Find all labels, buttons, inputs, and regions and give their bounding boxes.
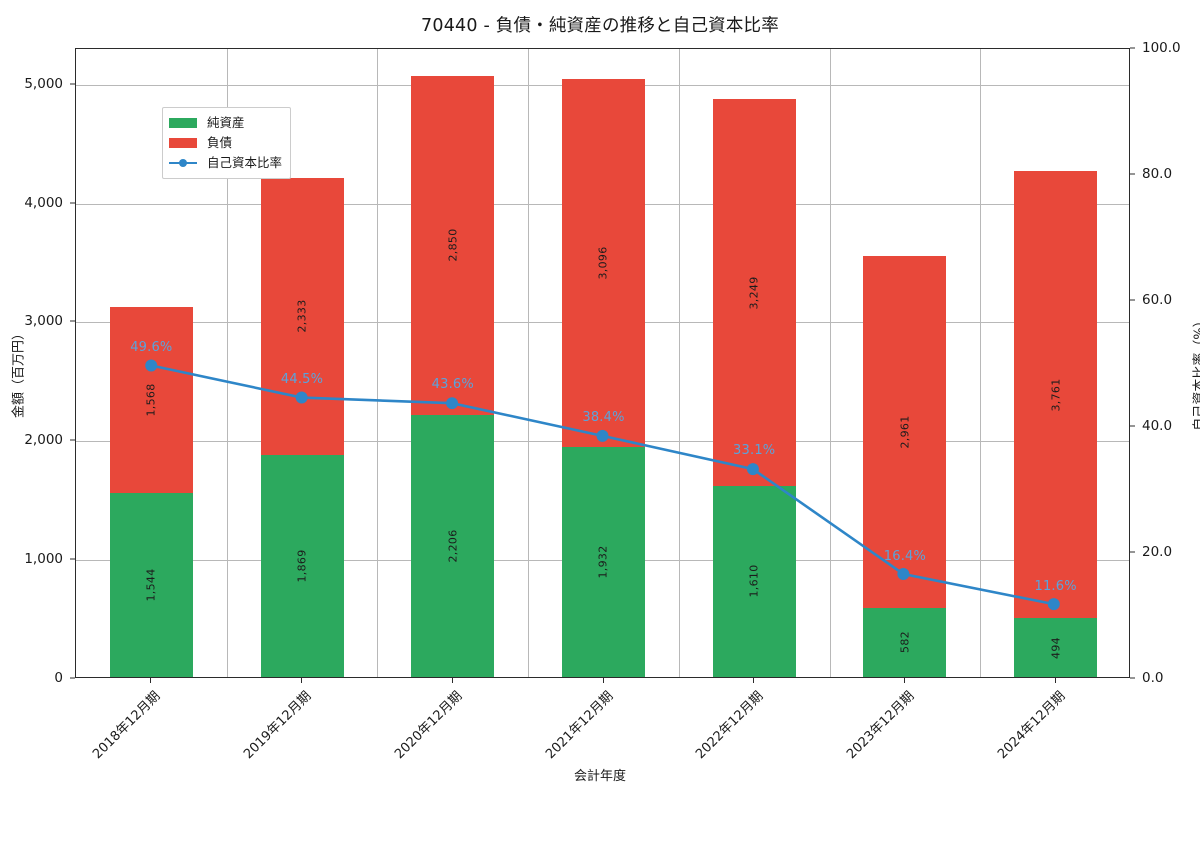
y-axis-right-tick-mark xyxy=(1130,174,1135,175)
y-axis-left-tick-mark xyxy=(70,440,75,441)
bar-group[interactable]: 1,610 3,249 xyxy=(713,47,796,677)
plot-area: 1,544 1,568 1,869 2,333 2,206 2,850 1,932 3,096… xyxy=(75,48,1130,678)
y-axis-left-tick-mark xyxy=(70,202,75,203)
ratio-value-label: 38.4% xyxy=(582,410,624,425)
ratio-value-label: 33.1% xyxy=(733,443,775,458)
bar-segment-liabilities[interactable]: 3,096 xyxy=(562,79,645,447)
gridline-vertical xyxy=(377,49,378,677)
y-axis-left-tick-mark xyxy=(70,321,75,322)
x-axis-tick-mark xyxy=(1055,678,1056,683)
chart-legend: 純資産 負債 自己資本比率 xyxy=(162,107,291,179)
x-axis-tick-mark xyxy=(904,678,905,683)
y-axis-right-tick-label: 0.0 xyxy=(1142,670,1163,686)
chart-figure: 70440 - 負債・純資産の推移と自己資本比率 金額（百万円） 自己資本比率（… xyxy=(0,0,1200,800)
bar-value-label-equity: 494 xyxy=(1049,637,1062,659)
legend-label-equity-ratio: 自己資本比率 xyxy=(207,157,282,170)
ratio-value-label: 43.6% xyxy=(432,377,474,392)
bar-value-label-liabilities: 1,568 xyxy=(145,384,158,417)
legend-label-liabilities: 負債 xyxy=(207,137,232,150)
bar-segment-liabilities[interactable]: 3,761 xyxy=(1014,171,1097,618)
bar-value-label-liabilities: 2,333 xyxy=(296,300,309,333)
y-axis-right-tick-label: 80.0 xyxy=(1142,166,1172,182)
y-axis-right-tick-label: 20.0 xyxy=(1142,544,1172,560)
x-axis-tick-label: 2022年12月期 xyxy=(612,686,767,841)
x-axis-tick-mark xyxy=(150,678,151,683)
x-axis-tick-label: 2024年12月期 xyxy=(913,686,1068,841)
y-axis-left-tick-mark xyxy=(70,678,75,679)
legend-line-marker-icon xyxy=(169,157,197,169)
legend-item-equity: 純資産 xyxy=(169,113,282,133)
y-axis-left-tick-mark xyxy=(70,559,75,560)
bar-value-label-liabilities: 3,249 xyxy=(748,276,761,309)
legend-swatch-liabilities-icon xyxy=(169,138,197,148)
x-axis-tick-label: 2020年12月期 xyxy=(310,686,465,841)
y-axis-left-tick-label: 0 xyxy=(54,670,63,686)
bar-value-label-liabilities: 2,961 xyxy=(898,415,911,448)
bar-value-label-equity: 1,932 xyxy=(597,546,610,579)
legend-swatch-equity-icon xyxy=(169,118,197,128)
chart-title: 70440 - 負債・純資産の推移と自己資本比率 xyxy=(0,12,1200,37)
bar-segment-equity[interactable]: 1,932 xyxy=(562,447,645,677)
ratio-value-label: 16.4% xyxy=(884,549,926,564)
x-axis-tick-mark xyxy=(452,678,453,683)
y-axis-left-tick-label: 1,000 xyxy=(24,551,63,567)
bar-segment-liabilities[interactable]: 3,249 xyxy=(713,99,796,485)
y-axis-left-tick-mark xyxy=(70,83,75,84)
x-axis-tick-mark xyxy=(753,678,754,683)
y-axis-right-tick-mark xyxy=(1130,678,1135,679)
y-axis-right-tick-mark xyxy=(1130,552,1135,553)
y-axis-right-tick-label: 100.0 xyxy=(1142,40,1181,56)
legend-item-liabilities: 負債 xyxy=(169,133,282,153)
bar-value-label-equity: 2,206 xyxy=(446,529,459,562)
bar-value-label-equity: 1,869 xyxy=(296,549,309,582)
x-axis-tick-label: 2019年12月期 xyxy=(160,686,315,841)
gridline-vertical xyxy=(830,49,831,677)
bar-segment-equity[interactable]: 494 xyxy=(1014,618,1097,677)
x-axis-tick-label: 2021年12月期 xyxy=(461,686,616,841)
y-axis-label-right: 自己資本比率（%） xyxy=(1189,293,1200,453)
legend-label-equity: 純資産 xyxy=(207,117,245,130)
bar-value-label-equity: 582 xyxy=(898,631,911,653)
bar-value-label-liabilities: 2,850 xyxy=(446,229,459,262)
bar-value-label-liabilities: 3,096 xyxy=(597,247,610,280)
y-axis-right-tick-mark xyxy=(1130,48,1135,49)
bar-group[interactable]: 2,206 2,850 xyxy=(411,47,494,677)
x-axis-tick-mark xyxy=(603,678,604,683)
gridline-vertical xyxy=(980,49,981,677)
bar-value-label-equity: 1,610 xyxy=(748,565,761,598)
y-axis-right-tick-label: 40.0 xyxy=(1142,418,1172,434)
bar-segment-liabilities[interactable]: 2,850 xyxy=(411,76,494,415)
bar-group[interactable]: 582 2,961 xyxy=(863,47,946,677)
y-axis-right-tick-mark xyxy=(1130,426,1135,427)
y-axis-right-tick-label: 60.0 xyxy=(1142,292,1172,308)
x-axis-tick-label: 2023年12月期 xyxy=(763,686,918,841)
bar-segment-equity[interactable]: 1,610 xyxy=(713,486,796,677)
bar-group[interactable]: 1,932 3,096 xyxy=(562,47,645,677)
bar-value-label-equity: 1,544 xyxy=(145,569,158,602)
ratio-value-label: 44.5% xyxy=(281,372,323,387)
ratio-value-label: 49.6% xyxy=(130,340,172,355)
bar-segment-liabilities[interactable]: 1,568 xyxy=(110,307,193,493)
bar-segment-equity[interactable]: 582 xyxy=(863,608,946,677)
x-axis-tick-label: 2018年12月期 xyxy=(9,686,164,841)
legend-item-equity-ratio: 自己資本比率 xyxy=(169,153,282,173)
y-axis-right-tick-mark xyxy=(1130,300,1135,301)
bar-value-label-liabilities: 3,761 xyxy=(1049,378,1062,411)
bar-segment-liabilities[interactable]: 2,333 xyxy=(261,178,344,455)
y-axis-left-tick-label: 5,000 xyxy=(24,76,63,92)
bar-segment-equity[interactable]: 2,206 xyxy=(411,415,494,677)
gridline-vertical xyxy=(528,49,529,677)
ratio-value-label: 11.6% xyxy=(1034,579,1076,594)
gridline-vertical xyxy=(679,49,680,677)
bar-segment-equity[interactable]: 1,544 xyxy=(110,493,193,677)
y-axis-left-tick-label: 3,000 xyxy=(24,313,63,329)
y-axis-left-tick-label: 4,000 xyxy=(24,195,63,211)
x-axis-label: 会計年度 xyxy=(0,765,1200,784)
x-axis-tick-mark xyxy=(301,678,302,683)
bar-segment-equity[interactable]: 1,869 xyxy=(261,455,344,677)
y-axis-left-tick-label: 2,000 xyxy=(24,432,63,448)
